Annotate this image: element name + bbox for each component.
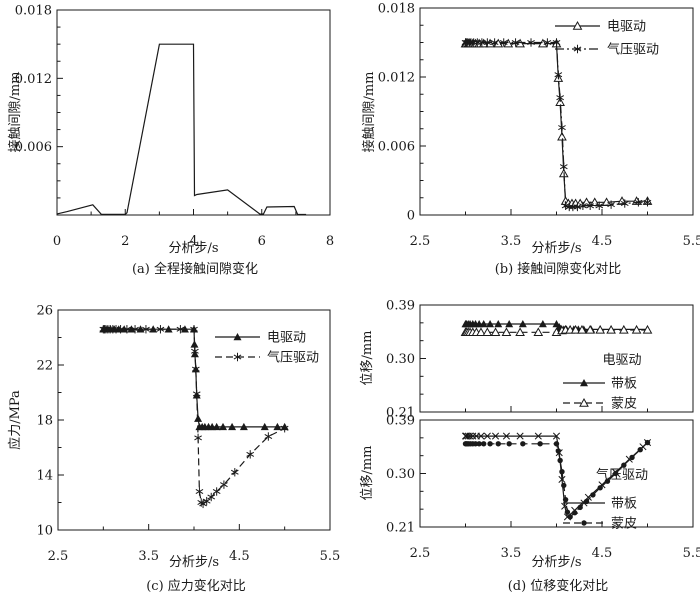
svg-text:带板: 带板: [611, 497, 637, 512]
svg-text:气压驱动: 气压驱动: [607, 42, 659, 58]
chart-a-y-axis-label: 接触间隙/mm: [8, 71, 23, 153]
svg-text:0: 0: [53, 234, 61, 249]
chart-a: 0 2 4 6 8 0.006 0.012 0.018 接触间隙/mm 分析步/s (a) 全…: [0, 0, 350, 285]
chart-d-bottom-y-axis-label: 位移/mm: [360, 445, 375, 501]
svg-text:带板: 带板: [611, 377, 637, 392]
svg-text:22: 22: [36, 359, 53, 374]
svg-text:4.5: 4.5: [592, 546, 613, 561]
svg-text:6: 6: [258, 234, 266, 249]
svg-text:8: 8: [326, 234, 334, 249]
svg-text:10: 10: [36, 524, 53, 539]
svg-text:3.5: 3.5: [138, 549, 159, 564]
chart-b-x-axis-label: 分析步/s: [531, 241, 582, 256]
chart-c-x-axis-label: 分析步/s: [168, 555, 220, 570]
svg-text:2.5: 2.5: [48, 549, 69, 564]
svg-text:14: 14: [36, 469, 53, 484]
svg-text:气压驱动: 气压驱动: [267, 350, 319, 366]
svg-text:0.006: 0.006: [15, 140, 52, 155]
chart-c: 2.5 3.5 4.5 5.5 10 14 18 22 26 电驱动气压驱动 应力/MPa 分析步…: [0, 285, 350, 596]
svg-text:3.5: 3.5: [501, 234, 522, 249]
chart-d: 0.21 0.30 0.39 电驱动 带板 蒙皮 2.5 3.5 4.5 5.5 0.21 0.30 0…: [350, 285, 700, 596]
svg-text:电驱动: 电驱动: [602, 353, 641, 368]
chart-c-caption: (c) 应力变化对比: [146, 579, 246, 594]
svg-text:2: 2: [121, 234, 129, 249]
chart-b-caption: (b) 接触间隙变化对比: [494, 262, 622, 277]
svg-text:5.5: 5.5: [683, 546, 700, 561]
chart-c-y-axis-label: 应力/MPa: [8, 390, 23, 450]
svg-text:0.30: 0.30: [386, 352, 415, 367]
chart-d-top-y-axis-label: 位移/mm: [360, 330, 375, 386]
svg-text:18: 18: [36, 414, 53, 429]
svg-text:0.39: 0.39: [386, 414, 415, 429]
svg-text:26: 26: [36, 304, 53, 319]
chart-a-x-axis-label: 分析步/s: [168, 241, 219, 256]
chart-d-x-axis-label: 分析步/s: [531, 555, 582, 570]
svg-text:2.5: 2.5: [410, 234, 431, 249]
svg-text:0.30: 0.30: [386, 467, 415, 482]
svg-text:3.5: 3.5: [501, 546, 522, 561]
svg-text:0.21: 0.21: [386, 406, 415, 421]
svg-text:0.012: 0.012: [378, 71, 415, 86]
svg-text:0.018: 0.018: [15, 4, 52, 19]
svg-text:0.006: 0.006: [378, 140, 415, 155]
chart-b: 2.5 3.5 4.5 5.5 0 0.006 0.012 0.018 电驱动气压驱动 接触间隙…: [350, 0, 700, 285]
svg-text:4: 4: [189, 234, 197, 249]
svg-text:0: 0: [407, 209, 415, 224]
svg-text:电驱动: 电驱动: [607, 20, 646, 35]
svg-text:蒙皮: 蒙皮: [611, 397, 637, 412]
svg-text:电驱动: 电驱动: [267, 331, 306, 346]
chart-a-caption: (a) 全程接触间隙变化: [131, 262, 259, 277]
svg-text:4.5: 4.5: [229, 549, 250, 564]
svg-text:0.39: 0.39: [386, 299, 415, 314]
svg-text:2.5: 2.5: [410, 546, 431, 561]
svg-text:蒙皮: 蒙皮: [611, 517, 637, 532]
svg-text:0.012: 0.012: [15, 72, 52, 87]
svg-text:5.5: 5.5: [683, 234, 700, 249]
svg-text:0.21: 0.21: [386, 521, 415, 536]
chart-b-y-axis-label: 接触间隙/mm: [362, 71, 377, 153]
chart-a-canvas: 0 2 4 6 8 0.006 0.012 0.018: [15, 4, 334, 250]
chart-d-caption: (d) 位移变化对比: [507, 579, 609, 594]
svg-text:0.018: 0.018: [378, 2, 415, 17]
svg-text:气压驱动: 气压驱动: [596, 467, 648, 483]
svg-text:4.5: 4.5: [592, 234, 613, 249]
svg-text:5.5: 5.5: [320, 549, 341, 564]
